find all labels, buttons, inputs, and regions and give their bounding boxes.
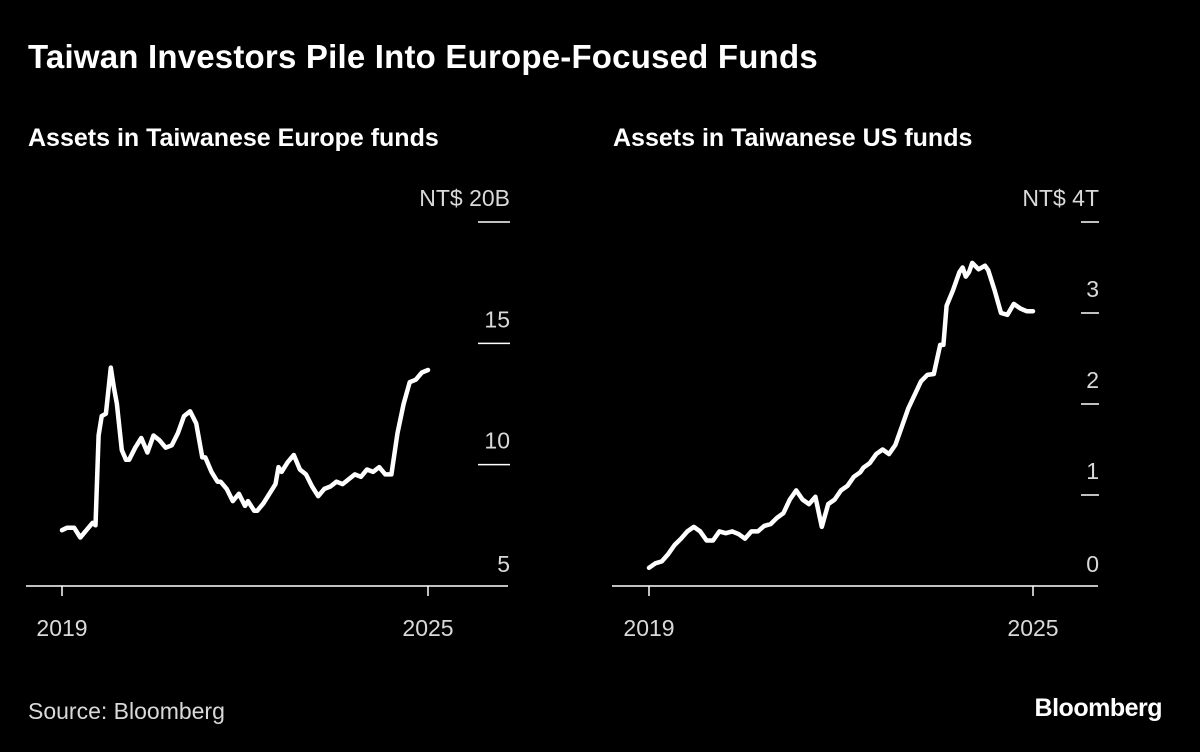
europe-y-tick-label: 10 xyxy=(484,428,510,454)
left-panel-title: Assets in Taiwanese Europe funds xyxy=(28,124,439,152)
chart-title: Taiwan Investors Pile Into Europe-Focuse… xyxy=(28,38,818,75)
us-y-tick-label: 2 xyxy=(1086,367,1099,393)
us-y-tick-label: 0 xyxy=(1086,551,1099,577)
source-note: Source: Bloomberg xyxy=(28,698,225,724)
us-y-tick-label: NT$ 4T xyxy=(1022,185,1099,211)
us-y-tick-label: 3 xyxy=(1086,276,1099,302)
europe-y-tick-label: NT$ 20B xyxy=(419,185,510,211)
europe-x-tick-label: 2025 xyxy=(402,615,453,641)
us-series-line xyxy=(646,260,1036,571)
bloomberg-logo: Bloomberg xyxy=(1034,694,1163,722)
europe-series-line xyxy=(59,365,431,540)
europe-funds-chart: 5 10 15 NT$ 20B 2019 2025 xyxy=(26,185,510,641)
us-x-tick-label: 2025 xyxy=(1007,615,1058,641)
us-x-tick-label: 2019 xyxy=(623,615,674,641)
us-funds-chart: 0 1 2 3 NT$ 4T 2019 2025 xyxy=(612,185,1099,641)
europe-y-tick-label: 5 xyxy=(497,551,510,577)
europe-x-tick-label: 2019 xyxy=(36,615,87,641)
us-y-tick-label: 1 xyxy=(1086,458,1099,484)
europe-y-tick-label: 15 xyxy=(484,306,510,332)
right-panel-title: Assets in Taiwanese US funds xyxy=(613,124,973,152)
